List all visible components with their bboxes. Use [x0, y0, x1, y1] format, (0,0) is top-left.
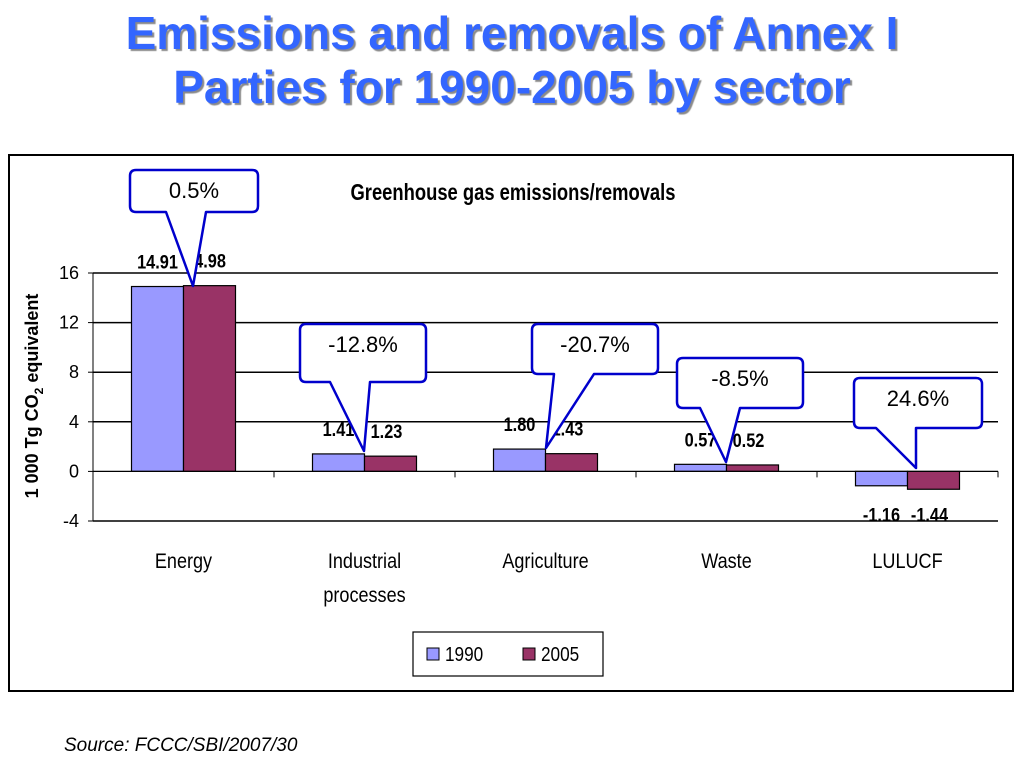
callout-bubble — [530, 322, 660, 450]
callout-bubble — [675, 356, 805, 464]
bar-2005-0 — [182, 285, 237, 472]
x-category-label: Energy — [155, 550, 212, 574]
bar-1990-2 — [492, 448, 547, 472]
bar-1990-1 — [311, 453, 366, 472]
chart-frame: -4 0 4 8 12 16 14.91 1.41 1.80 0.57 -1.16 14.98 1.23… — [8, 154, 1014, 692]
slide-title-line1: Emissions and removals of Annex I — [125, 7, 899, 59]
bar-2005-1 — [363, 455, 418, 473]
source-note: Source: FCCC/SBI/2007/30 — [64, 735, 298, 756]
x-category-label: LULUCF — [872, 550, 942, 574]
y-tick-label: -4 — [63, 511, 79, 531]
data-label: 14.91 — [137, 251, 178, 272]
data-label: 1.80 — [504, 414, 536, 435]
bar-2005-2 — [544, 453, 599, 472]
bar-2005-3 — [725, 464, 780, 472]
data-label: 0.52 — [733, 430, 765, 451]
data-label: 1.41 — [323, 419, 355, 440]
y-tick-label: 0 — [69, 461, 79, 481]
data-label: 1.23 — [371, 421, 403, 442]
data-label: 0.57 — [685, 429, 717, 450]
bar-1990-3 — [673, 463, 728, 473]
slide-title-line2: Parties for 1990-2005 by sector — [173, 61, 851, 113]
legend-swatch-1990 — [426, 647, 440, 661]
y-axis-label-tail: equivalent — [22, 294, 42, 388]
slide-title: Emissions and removals of Annex I Partie… — [0, 6, 1024, 114]
callout-percent-change: 0.5% — [169, 178, 219, 203]
y-tick-label: 8 — [69, 362, 79, 382]
x-category-label: Agriculture — [502, 550, 588, 574]
callout-bubble — [298, 322, 428, 453]
x-category-label: processes — [323, 584, 405, 608]
y-axis-label: 1 000 Tg CO2 equivalent — [22, 294, 46, 499]
x-category-label: Waste — [701, 550, 752, 574]
callout-percent-change: -20.7% — [560, 332, 630, 357]
callout-percent-change: -8.5% — [711, 366, 768, 391]
y-tick-label: 16 — [59, 263, 79, 283]
callout-bubble — [852, 376, 984, 470]
callout-bubble — [128, 168, 260, 288]
y-axis-label-subscript: 2 — [32, 387, 46, 394]
callout-percent-change: -12.8% — [328, 332, 398, 357]
y-tick-label: 4 — [69, 412, 79, 432]
callout-percent-change: 24.6% — [887, 386, 949, 411]
y-tick-label: 12 — [59, 313, 79, 333]
data-label: -1.44 — [911, 504, 948, 525]
chart-title: Greenhouse gas emissions/removals — [351, 180, 676, 205]
legend-label-2005: 2005 — [541, 643, 579, 666]
bar-2005-4 — [906, 470, 961, 490]
bar-1990-4 — [854, 470, 909, 487]
x-category-label: Industrial — [328, 550, 401, 574]
legend-box — [412, 631, 604, 677]
y-axis-label-main: 1 000 Tg CO — [22, 394, 42, 498]
legend-label-1990: 1990 — [445, 643, 483, 666]
data-label: -1.16 — [863, 504, 900, 525]
bar-1990-0 — [130, 285, 185, 473]
legend-swatch-2005 — [522, 647, 536, 661]
